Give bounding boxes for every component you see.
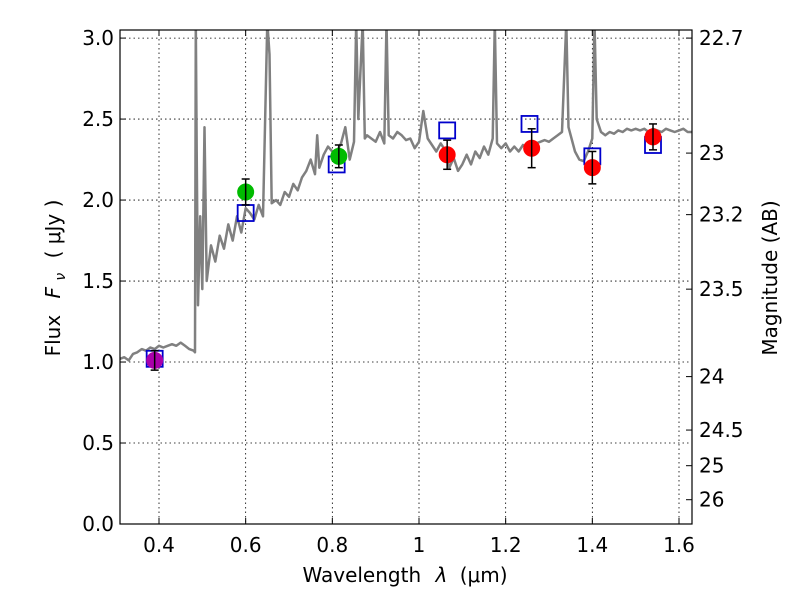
x-tick-label: 0.6 [230, 533, 262, 557]
x-axis-label-symbol: λ [435, 563, 448, 587]
spectrum-line [120, 30, 692, 362]
y-tick-label: 2.0 [82, 188, 114, 212]
y-axis-label-unit: ( μJy ) [41, 200, 65, 259]
right-axis-label: Magnitude (AB) [758, 200, 782, 355]
y-tick-label: 1.0 [82, 350, 114, 374]
y-axis-label-subscript: ν [53, 273, 69, 281]
plot-frame [119, 29, 693, 525]
x-axis-label: Wavelength λ (μm) [302, 563, 507, 587]
right-tick-label: 24 [699, 365, 724, 389]
right-tick-label: 23.2 [699, 203, 744, 227]
x-tick-label: 0.4 [143, 533, 175, 557]
x-tick-label: 1.2 [490, 533, 522, 557]
plot-area [120, 30, 692, 371]
x-tick-label: 1 [413, 533, 426, 557]
y-tick-label: 1.5 [82, 269, 114, 293]
y-axis-label-text: Flux [41, 315, 65, 357]
right-tick-label: 23 [699, 141, 724, 165]
x-tick-label: 0.8 [316, 533, 348, 557]
y-tick-label: 2.5 [82, 107, 114, 131]
y-axis-label-symbol: F [41, 286, 65, 298]
x-tick-label: 1.4 [576, 533, 608, 557]
y-axis-label: Flux F ν ( μJy ) [41, 200, 70, 357]
x-tick-label: 1.6 [663, 533, 695, 557]
right-tick-label: 23.5 [699, 277, 744, 301]
right-tick-label: 24.5 [699, 418, 744, 442]
axis-ticks: 0.4 0.6 0.8 1 1.2 1.4 1.6 0.0 0.5 1.0 1.5 2.0 2.5 3.0… [82, 26, 743, 557]
right-tick-label: 26 [699, 488, 724, 512]
x-axis-label-unit: (μm) [460, 563, 508, 587]
model-photometry-square [520, 115, 539, 133]
y-tick-label: 0.5 [82, 431, 114, 455]
y-tick-label: 0.0 [82, 512, 114, 536]
x-axis-label-text: Wavelength [302, 563, 421, 587]
y-tick-label: 3.0 [82, 26, 114, 50]
model-photometry-square [438, 121, 457, 140]
right-tick-label: 22.7 [699, 26, 744, 50]
right-tick-label: 25 [699, 454, 724, 478]
